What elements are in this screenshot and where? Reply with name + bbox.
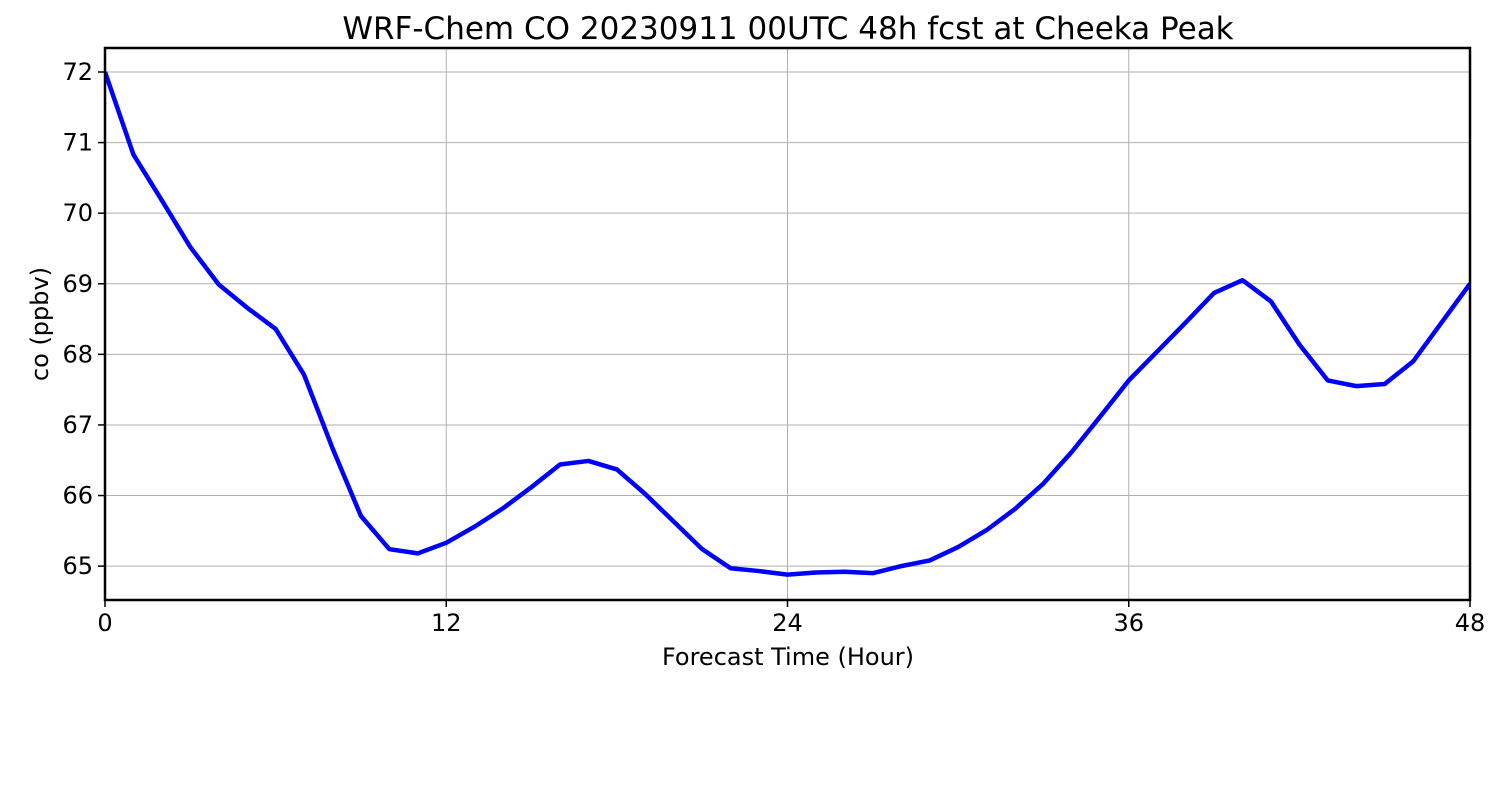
y-tick-label: 67 <box>62 411 93 439</box>
y-tick-label: 65 <box>62 552 93 580</box>
x-tick-label: 0 <box>97 609 112 637</box>
y-tick-label: 71 <box>62 129 93 157</box>
series-layer <box>105 71 1470 577</box>
x-tick-label: 12 <box>431 609 462 637</box>
y-tick-label: 66 <box>62 482 93 510</box>
y-axis-label: co (ppbv) <box>26 267 54 381</box>
x-tick-label: 24 <box>772 609 803 637</box>
y-tick-label: 68 <box>62 340 93 368</box>
y-tick-label: 70 <box>62 199 93 227</box>
x-axis-label: Forecast Time (Hour) <box>662 643 914 671</box>
y-tick-label: 72 <box>62 58 93 86</box>
axis-ticks: 0 12 24 36 48 65 66 67 68 69 70 71 72 <box>62 58 1485 637</box>
chart-title: WRF-Chem CO 20230911 00UTC 48h fcst at C… <box>342 11 1233 47</box>
y-tick-label: 69 <box>62 270 93 298</box>
series-line-co <box>105 71 1470 577</box>
x-tick-label: 48 <box>1455 609 1486 637</box>
grid-lines <box>104 48 1471 600</box>
x-tick-label: 36 <box>1113 609 1144 637</box>
